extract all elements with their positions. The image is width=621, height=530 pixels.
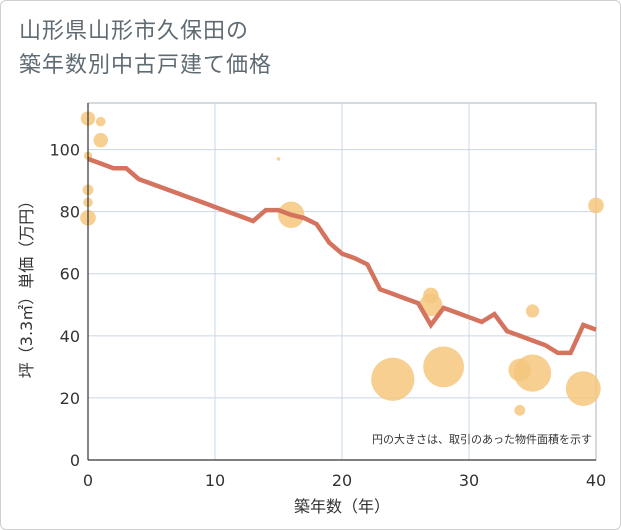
data-bubble [588,197,604,214]
trend-line [87,156,597,356]
chart-title-line-2: 築年数別中古戸建て価格 [19,53,273,78]
y-tick-label: 80 [60,203,80,222]
bubble-size-note: 円の大きさは、取引のあった物件面積を示す [372,432,592,446]
data-bubble [93,133,108,148]
chart-title: 山形県山形市久保田の 築年数別中古戸建て価格 [19,15,272,83]
data-bubble [525,304,540,318]
x-tick-label: 40 [586,471,606,490]
y-tick-label: 20 [60,389,80,408]
y-tick-label: 60 [60,265,80,284]
trend-line-layer [87,156,597,356]
x-tick-label: 0 [83,471,93,490]
data-bubble [419,293,443,317]
y-axis-label: 坪（3.3㎡）単価（万円） [17,193,36,378]
y-tick-label: 0 [70,451,80,470]
x-tick-label: 10 [205,471,225,490]
x-axis-label: 築年数（年） [294,497,390,516]
data-bubble [371,357,415,401]
x-tick-label: 30 [459,471,479,490]
axes-layer [87,103,596,461]
data-bubble [514,404,526,416]
data-bubble [95,116,106,127]
y-tick-label: 100 [49,141,80,160]
data-bubble [423,346,464,388]
data-bubble [565,371,601,406]
y-tick-label: 40 [60,327,80,346]
data-bubble [276,157,281,161]
x-tick-label: 20 [332,471,352,490]
data-bubble [513,354,552,392]
chart-title-line-1: 山形県山形市久保田の [19,19,250,44]
grid-lines [87,102,597,461]
tick-labels: 0 10 20 30 40 0 20 40 60 80 100 [49,141,606,490]
